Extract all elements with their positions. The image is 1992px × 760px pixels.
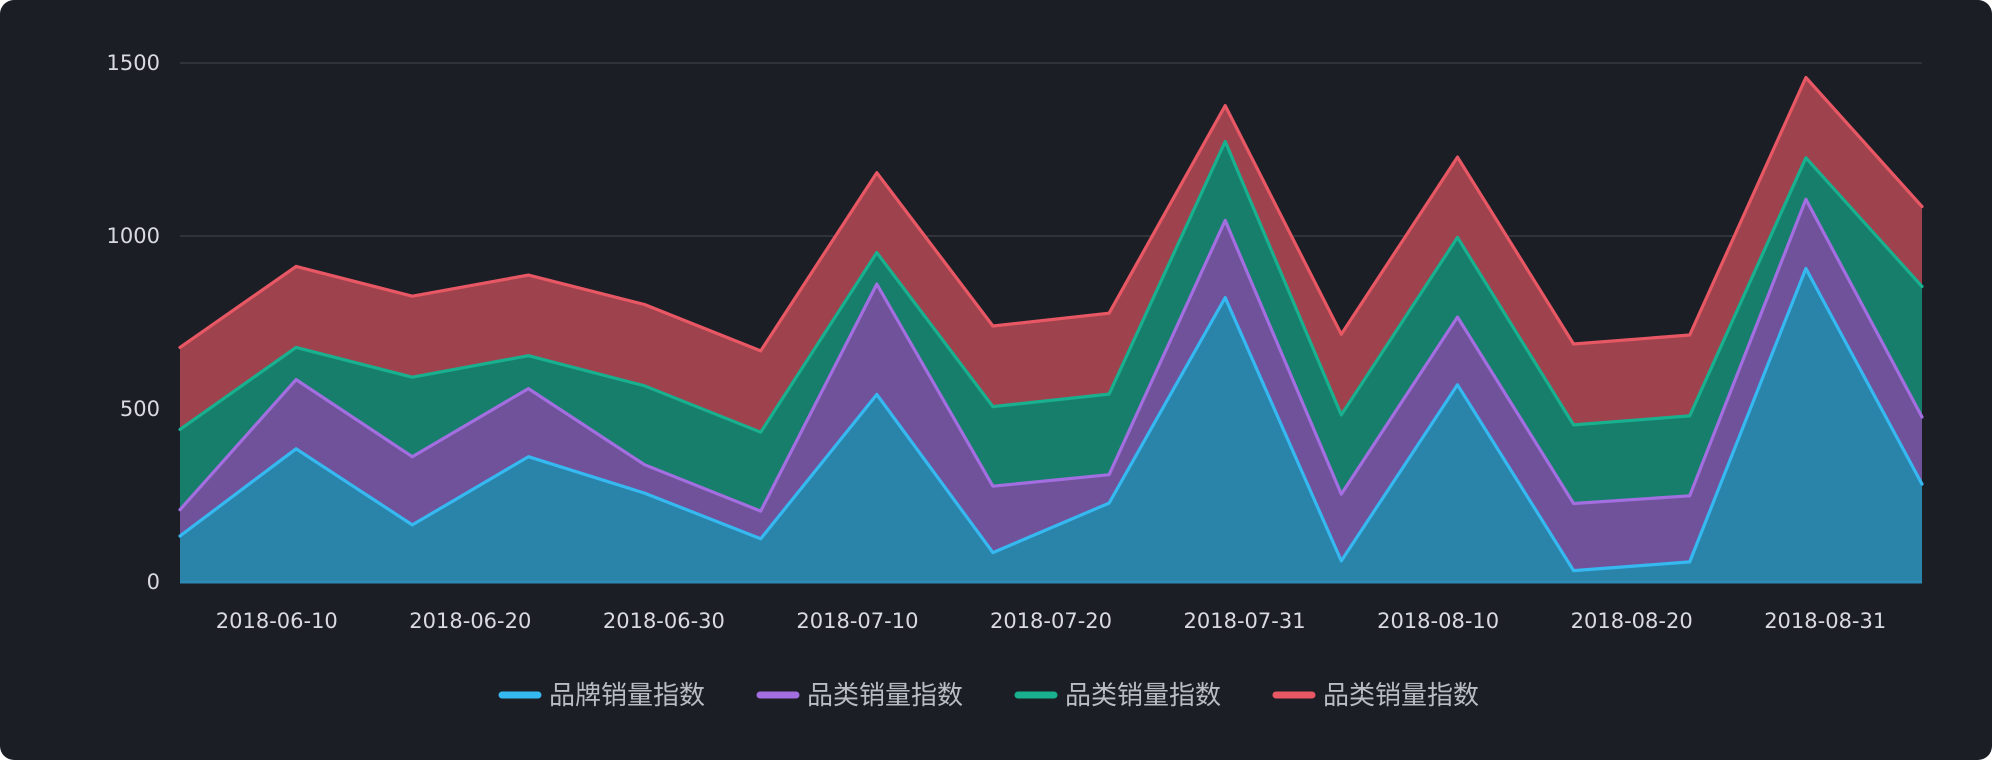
area-layer <box>180 77 1922 582</box>
line-layer <box>178 75 1924 573</box>
y-tick-label: 1500 <box>107 51 160 75</box>
line-series-4 <box>178 75 1924 353</box>
legend-item[interactable]: 品类销量指数 <box>1014 681 1221 711</box>
x-tick-label: 2018-06-20 <box>409 609 531 633</box>
area-series-3 <box>180 141 1922 512</box>
x-tick-label: 2018-08-20 <box>1571 609 1693 633</box>
legend-label: 品类销量指数 <box>1323 681 1479 711</box>
area-series-2 <box>180 199 1922 571</box>
legend-item[interactable]: 品类销量指数 <box>1272 681 1479 711</box>
x-tick-label: 2018-06-10 <box>216 609 338 633</box>
x-tick-label: 2018-07-31 <box>1184 609 1306 633</box>
y-tick-label: 500 <box>120 397 160 421</box>
line-series-3 <box>178 139 1924 434</box>
axis-layer: 0 500 1000 1500 2018-06-10 2018-06-20 2018-06-… <box>107 51 1922 633</box>
legend-label: 品类销量指数 <box>807 681 963 711</box>
x-tick-label: 2018-07-20 <box>990 609 1112 633</box>
legend-item[interactable]: 品牌销量指数 <box>498 681 705 711</box>
x-tick-label: 2018-08-10 <box>1377 609 1499 633</box>
y-tick-label: 1000 <box>107 224 160 248</box>
legend-item[interactable]: 品类销量指数 <box>756 681 963 711</box>
legend: 品牌销量指数 品类销量指数 品类销量指数 品类销量指数 <box>498 681 1479 711</box>
area-series-1 <box>180 268 1922 582</box>
x-tick-label: 2018-06-30 <box>603 609 725 633</box>
line-series-1 <box>178 266 1924 573</box>
x-tick-label: 2018-08-31 <box>1764 609 1886 633</box>
line-series-2 <box>178 197 1924 513</box>
x-tick-label: 2018-07-10 <box>796 609 918 633</box>
y-tick-label: 0 <box>147 570 160 594</box>
legend-label: 品牌销量指数 <box>549 681 705 711</box>
legend-label: 品类销量指数 <box>1065 681 1221 711</box>
area-series-4 <box>180 77 1922 433</box>
